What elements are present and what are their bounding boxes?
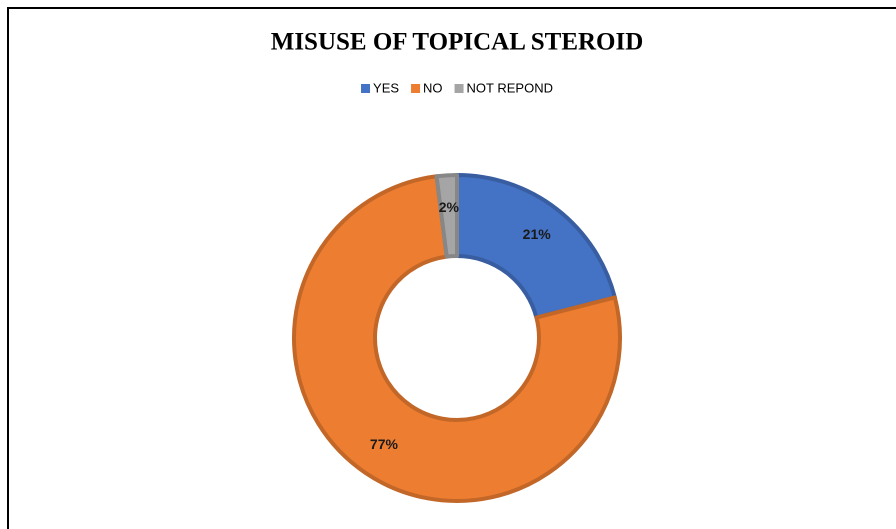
data-label: 21% bbox=[523, 226, 552, 242]
donut-slice bbox=[292, 174, 622, 503]
legend-label: NOT REPOND bbox=[467, 80, 553, 95]
donut-slice bbox=[455, 173, 617, 320]
chart-title: MISUSE OF TOPICAL STEROID bbox=[271, 29, 644, 56]
data-label: 77% bbox=[370, 436, 399, 452]
legend-label: YES bbox=[373, 80, 399, 95]
donut-slice bbox=[434, 173, 459, 259]
legend: YES NO NOT REPOND bbox=[361, 80, 553, 95]
legend-label: NO bbox=[423, 80, 443, 95]
legend-swatch bbox=[454, 84, 464, 93]
legend-swatch bbox=[361, 84, 371, 93]
data-label: 2% bbox=[439, 199, 460, 215]
legend-swatch bbox=[411, 84, 421, 93]
